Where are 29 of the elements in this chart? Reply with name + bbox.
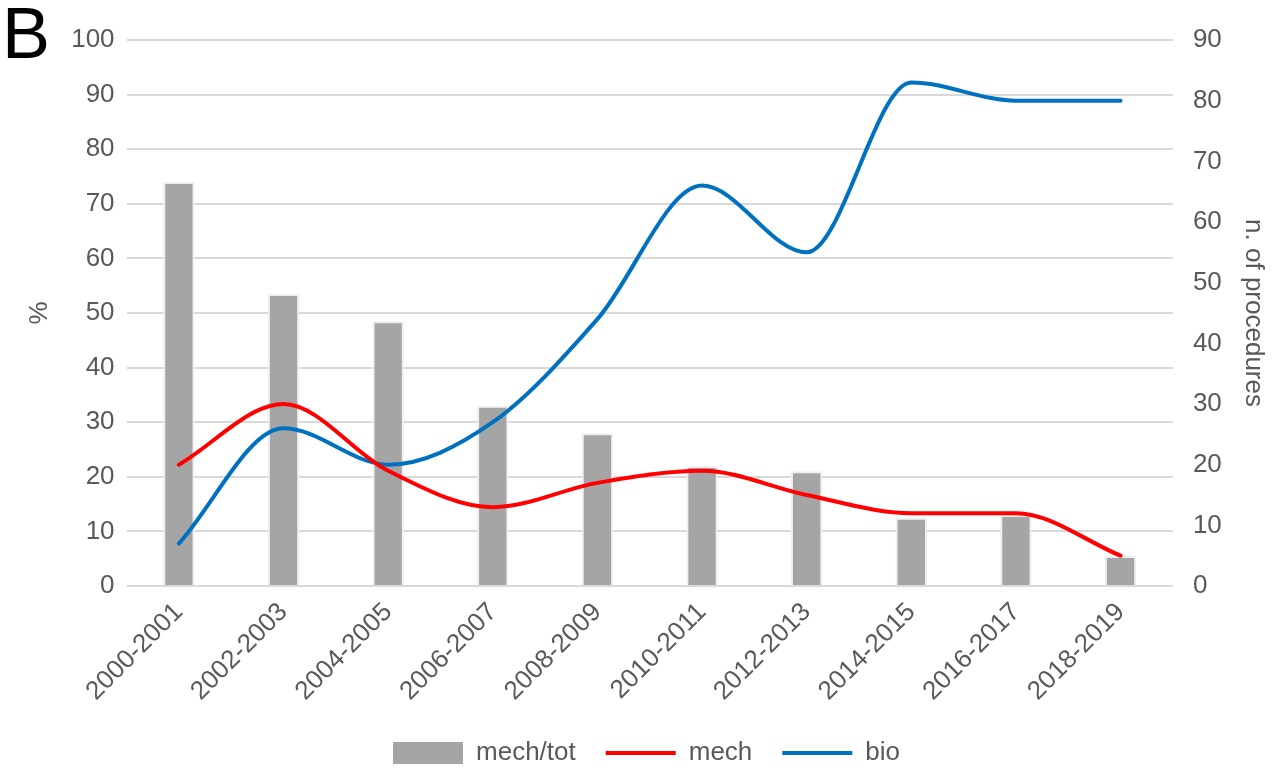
y-tick-label: 40 — [85, 350, 115, 381]
line-series — [176, 80, 1123, 546]
y-tick-label: 60 — [85, 241, 115, 272]
y2-tick-label: 50 — [1192, 265, 1222, 296]
y2-tick-label: 10 — [1192, 508, 1222, 539]
y-tick-label: 30 — [85, 405, 115, 436]
y2-tick-label: 20 — [1192, 447, 1222, 478]
y2-tick-label: 70 — [1192, 144, 1222, 175]
y-tick-label: 70 — [85, 186, 115, 217]
y2-tick-label: 30 — [1192, 387, 1222, 418]
y2-tick-label: 60 — [1192, 205, 1222, 236]
y-tick-label: 20 — [85, 459, 115, 490]
y-tick-label: 50 — [85, 296, 115, 327]
y-tick-label: 10 — [85, 514, 115, 545]
y-axis-title: % — [22, 301, 53, 325]
line-series — [176, 402, 1123, 558]
y2-axis-title: n. of procedures — [1240, 219, 1271, 407]
chart-title: B — [2, 0, 51, 74]
legend-label: mech — [688, 736, 753, 767]
y-tick-label: 100 — [71, 23, 115, 54]
legend-label: bio — [865, 736, 900, 767]
y2-tick-label: 40 — [1192, 326, 1222, 357]
y-tick-label: 80 — [85, 132, 115, 163]
y2-tick-label: 90 — [1192, 23, 1222, 54]
y-tick-label: 0 — [100, 569, 115, 600]
legend-label: mech/tot — [476, 736, 577, 767]
y-tick-label: 90 — [85, 77, 115, 108]
y2-tick-label: 80 — [1192, 83, 1222, 114]
y2-tick-label: 0 — [1192, 569, 1208, 600]
